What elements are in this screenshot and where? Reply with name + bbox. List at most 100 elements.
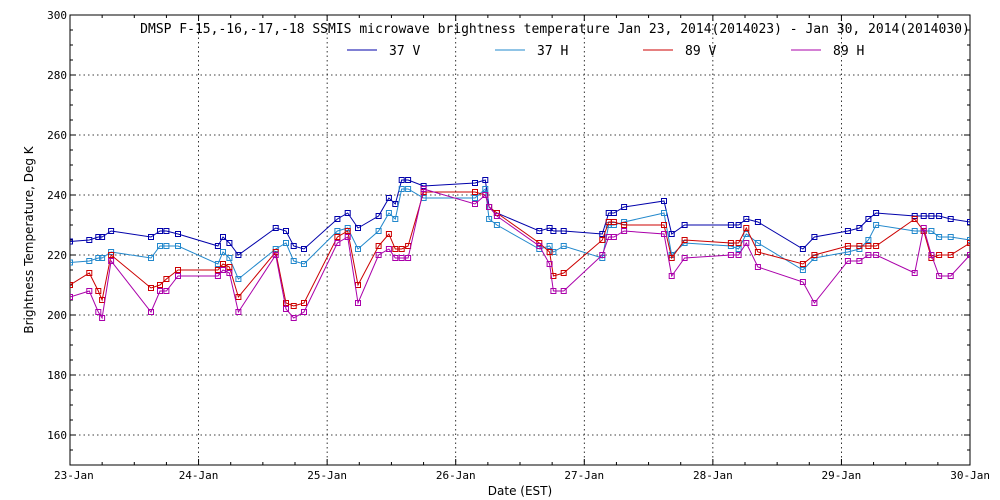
- data-point: [290, 258, 297, 264]
- data-point: [599, 252, 606, 258]
- y-tick-label: 240: [47, 189, 67, 202]
- data-point: [272, 225, 279, 231]
- data-point: [235, 276, 242, 282]
- data-point: [546, 261, 553, 267]
- data-point: [844, 228, 851, 234]
- data-point: [220, 234, 226, 240]
- data-point: [799, 261, 806, 267]
- data-point: [754, 264, 761, 270]
- chart-title: DMSP F-15,-16,-17,-18 SSMIS microwave br…: [140, 22, 970, 37]
- data-point: [911, 228, 918, 234]
- data-point: [560, 243, 567, 249]
- data-point: [668, 231, 675, 237]
- data-point: [108, 258, 115, 264]
- data-point: [420, 186, 427, 192]
- data-point: [610, 219, 617, 225]
- data-point: [385, 231, 392, 237]
- data-point: [844, 243, 851, 249]
- y-tick-label: 260: [47, 129, 67, 142]
- data-point: [70, 238, 73, 245]
- data-point: [865, 237, 872, 243]
- data-point: [283, 300, 289, 306]
- data-point: [661, 222, 667, 228]
- data-point: [560, 270, 567, 276]
- x-tick-label: 28-Jan: [693, 469, 733, 482]
- data-point: [392, 255, 399, 261]
- data-point: [163, 276, 170, 282]
- data-point: [344, 210, 351, 216]
- data-point: [844, 258, 851, 264]
- data-point: [235, 294, 242, 300]
- data-point: [283, 306, 289, 312]
- data-point: [301, 246, 307, 252]
- data-point: [610, 210, 617, 216]
- data-point: [727, 222, 734, 228]
- data-point: [220, 249, 226, 255]
- data-point: [301, 300, 307, 306]
- data-point: [911, 216, 918, 222]
- data-point: [743, 225, 750, 231]
- data-point: [550, 228, 557, 234]
- data-point: [967, 252, 970, 258]
- data-point: [235, 309, 242, 315]
- data-point: [735, 252, 742, 258]
- data-point: [301, 261, 307, 267]
- data-point: [536, 243, 543, 249]
- data-point: [865, 216, 872, 222]
- data-point: [95, 234, 102, 240]
- data-point: [398, 186, 405, 192]
- data-point: [873, 252, 880, 258]
- data-point: [375, 213, 382, 219]
- data-point: [157, 282, 163, 288]
- data-point: [86, 288, 93, 294]
- data-point: [560, 228, 567, 234]
- data-point: [385, 210, 392, 216]
- data-point: [157, 243, 163, 249]
- plot-frame: [69, 14, 971, 466]
- data-point: [482, 186, 489, 192]
- data-point: [947, 252, 954, 258]
- data-point: [334, 240, 341, 246]
- series-line: [70, 179, 970, 256]
- data-point: [95, 255, 102, 261]
- data-point: [621, 204, 628, 210]
- data-point: [175, 273, 181, 279]
- data-point: [947, 216, 954, 222]
- data-point: [99, 255, 106, 261]
- data-point: [621, 222, 628, 228]
- data-point: [681, 255, 688, 261]
- data-point: [290, 243, 297, 249]
- x-tick-label: 27-Jan: [564, 469, 604, 482]
- data-point: [220, 267, 226, 273]
- y-axis-label: Brightness Temperature, Deg K: [22, 145, 36, 333]
- x-tick-label: 29-Jan: [822, 469, 862, 482]
- data-point: [95, 288, 102, 294]
- data-point: [70, 259, 73, 266]
- data-point: [148, 285, 154, 291]
- series-37-h: [70, 186, 970, 282]
- data-point: [844, 249, 851, 255]
- data-point: [865, 243, 872, 249]
- data-point: [175, 231, 181, 237]
- data-point: [735, 246, 742, 252]
- data-point: [163, 288, 170, 294]
- data-point: [865, 252, 872, 258]
- data-point: [405, 177, 412, 183]
- y-tick-label: 220: [47, 249, 67, 262]
- data-point: [163, 243, 170, 249]
- data-point: [743, 216, 750, 222]
- data-point: [472, 189, 478, 195]
- data-point: [610, 234, 617, 240]
- data-point: [799, 279, 806, 285]
- data-point: [482, 192, 489, 198]
- data-point: [175, 243, 181, 249]
- data-point: [375, 243, 382, 249]
- data-point: [472, 201, 478, 207]
- data-point: [811, 252, 818, 258]
- data-point: [272, 252, 279, 258]
- legend-label: 37 H: [537, 44, 568, 59]
- data-point: [108, 228, 115, 234]
- data-point: [536, 228, 543, 234]
- data-point: [754, 249, 761, 255]
